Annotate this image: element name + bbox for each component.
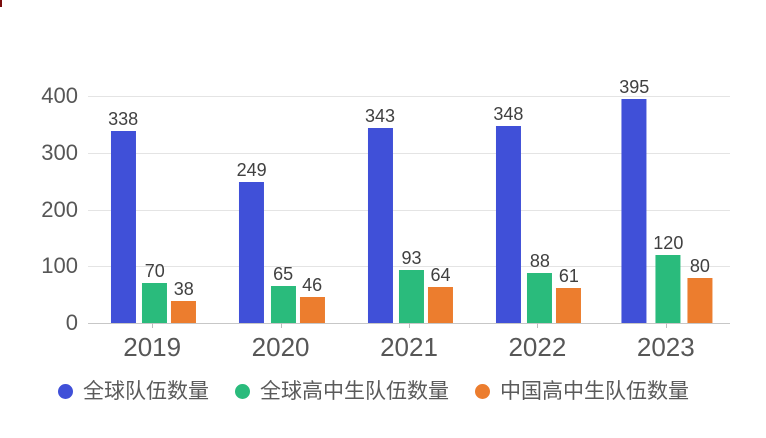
bar-中国高中生队伍数量-2019[interactable] bbox=[171, 301, 197, 323]
bar-全球高中生队伍数量-2019[interactable] bbox=[142, 283, 168, 323]
bar-group-2019: 338 70 38 bbox=[108, 110, 197, 323]
legend-dot-icon bbox=[475, 383, 490, 399]
bar-wrap: 120 bbox=[653, 234, 683, 323]
x-axis-category-label: 2019 bbox=[123, 332, 182, 362]
bar-wrap: 343 bbox=[365, 107, 395, 323]
bar-wrap: 395 bbox=[619, 78, 649, 323]
bar-value-label: 64 bbox=[430, 264, 451, 285]
bar-value-label: 61 bbox=[558, 266, 579, 287]
legend-dot-icon bbox=[235, 383, 250, 399]
y-axis-tick-label: 0 bbox=[65, 310, 78, 335]
bar-value-label: 88 bbox=[529, 251, 550, 272]
bar-wrap: 88 bbox=[527, 251, 553, 323]
bar-value-label: 93 bbox=[401, 248, 422, 269]
legend-item-label: 中国高中生队伍数量 bbox=[500, 379, 689, 403]
gridline bbox=[88, 152, 730, 154]
bar-wrap: 348 bbox=[493, 103, 524, 323]
x-axis-tick bbox=[537, 323, 539, 328]
legend-item[interactable]: 中国高中生队伍数量 bbox=[475, 381, 689, 402]
x-axis-tick bbox=[280, 323, 282, 328]
bar-中国高中生队伍数量-2023[interactable] bbox=[687, 277, 713, 323]
bar-wrap: 80 bbox=[687, 255, 713, 323]
bar-全球队伍数量-2020[interactable] bbox=[239, 181, 265, 323]
bar-全球队伍数量-2023[interactable] bbox=[621, 98, 647, 323]
bar-value-label: 338 bbox=[108, 109, 139, 130]
bar-全球高中生队伍数量-2021[interactable] bbox=[399, 270, 425, 323]
bar-wrap: 70 bbox=[142, 261, 168, 323]
bar-wrap: 65 bbox=[270, 264, 296, 323]
bar-group-2021: 343 93 64 bbox=[365, 107, 454, 323]
y-axis-tick-label: 400 bbox=[41, 83, 78, 108]
bar-wrap: 64 bbox=[428, 264, 454, 323]
bar-全球队伍数量-2019[interactable] bbox=[110, 131, 136, 323]
x-axis-tick bbox=[665, 323, 667, 328]
legend-dot-icon bbox=[58, 383, 73, 399]
bar-group-2020: 249 65 46 bbox=[237, 161, 325, 323]
plot-area: 400 300 200 100 0 338 70 38 2019 249 65 46 2020 343 93… bbox=[41, 78, 730, 360]
bar-wrap: 61 bbox=[556, 266, 582, 323]
bar-value-label: 120 bbox=[653, 232, 684, 253]
bar-wrap: 249 bbox=[237, 161, 267, 323]
y-axis-tick-label: 300 bbox=[41, 139, 78, 165]
bar-wrap: 38 bbox=[171, 279, 197, 323]
bar-value-label: 46 bbox=[302, 274, 323, 295]
legend: 全球队伍数量 全球高中生队伍数量 中国高中生队伍数量 bbox=[58, 379, 689, 403]
x-axis-category-label: 2022 bbox=[508, 332, 567, 362]
bar-wrap: 46 bbox=[299, 274, 325, 323]
y-axis-tick-label: 200 bbox=[41, 196, 78, 222]
bar-中国高中生队伍数量-2020[interactable] bbox=[299, 296, 325, 323]
corner-artifact bbox=[0, 0, 2, 7]
x-axis-category-label: 2020 bbox=[251, 332, 310, 362]
legend-item-label: 全球高中生队伍数量 bbox=[260, 379, 449, 403]
legend-item[interactable]: 全球队伍数量 bbox=[58, 381, 209, 402]
bar-中国高中生队伍数量-2021[interactable] bbox=[428, 286, 454, 323]
bar-group-2023: 395 120 80 bbox=[619, 78, 713, 323]
bar-全球高中生队伍数量-2020[interactable] bbox=[270, 286, 296, 323]
bar-全球队伍数量-2021[interactable] bbox=[367, 128, 393, 323]
gridline bbox=[88, 96, 730, 97]
bar-group-2022: 348 88 61 bbox=[493, 103, 582, 323]
bar-value-label: 348 bbox=[493, 103, 524, 124]
bar-全球高中生队伍数量-2023[interactable] bbox=[655, 254, 681, 323]
bar-中国高中生队伍数量-2022[interactable] bbox=[556, 288, 582, 323]
bar-value-label: 249 bbox=[236, 159, 267, 180]
bar-value-label: 80 bbox=[689, 255, 710, 276]
x-axis-category-label: 2021 bbox=[380, 332, 438, 362]
legend-item-label: 全球队伍数量 bbox=[83, 379, 209, 403]
bar-wrap: 93 bbox=[399, 248, 425, 323]
x-axis-category-label: 2023 bbox=[636, 332, 695, 362]
x-axis-tick bbox=[409, 323, 410, 328]
bar-value-label: 343 bbox=[364, 106, 396, 127]
bar-value-label: 38 bbox=[173, 279, 194, 300]
bar-value-label: 70 bbox=[144, 261, 165, 282]
gridline bbox=[88, 209, 730, 211]
y-axis-tick-label: 100 bbox=[41, 253, 78, 279]
bar-全球高中生队伍数量-2022[interactable] bbox=[527, 273, 553, 323]
bar-value-label: 395 bbox=[619, 76, 650, 97]
bar-value-label: 65 bbox=[273, 264, 294, 285]
legend-item[interactable]: 全球高中生队伍数量 bbox=[235, 381, 449, 402]
gridline bbox=[88, 266, 730, 268]
bar-全球队伍数量-2022[interactable] bbox=[495, 125, 521, 323]
bar-wrap: 338 bbox=[108, 110, 138, 323]
x-axis-tick bbox=[152, 323, 154, 328]
